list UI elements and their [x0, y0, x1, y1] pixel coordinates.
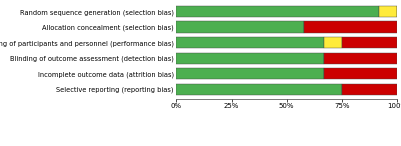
Bar [176, 6, 379, 17]
Bar [379, 6, 397, 17]
Bar [304, 21, 397, 33]
Bar [176, 68, 324, 79]
Bar [176, 21, 304, 33]
Bar [176, 53, 324, 64]
Bar [324, 53, 397, 64]
Bar [324, 37, 342, 48]
Bar [324, 68, 397, 79]
Bar [342, 84, 397, 95]
Bar [176, 84, 342, 95]
Bar [342, 37, 397, 48]
Bar [176, 37, 324, 48]
